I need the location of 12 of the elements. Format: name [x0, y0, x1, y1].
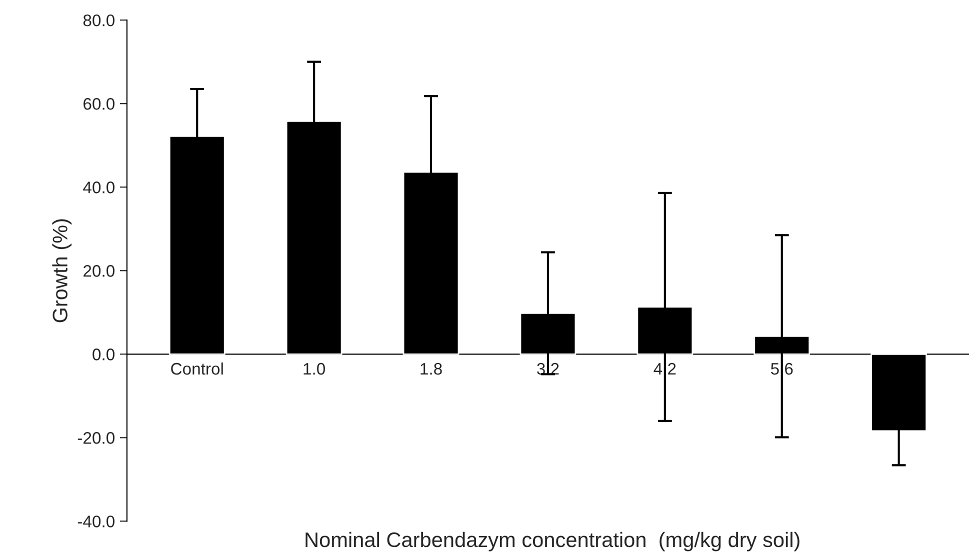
y-tick-label: -20.0: [78, 432, 114, 444]
y-tick-label: 0.0: [92, 348, 114, 360]
x-tick-label: 1.0: [304, 362, 325, 375]
x-tick-label: Control: [171, 362, 223, 375]
y-tick-label: 40.0: [83, 182, 114, 194]
y-tick-label: 60.0: [84, 98, 114, 110]
y-tick-label: -40.0: [78, 516, 114, 528]
y-tick-label: 80.0: [83, 14, 114, 26]
x-tick-label: 1.8: [420, 362, 442, 375]
y-axis-title: Growth (%): [52, 219, 72, 322]
x-axis-title: Nominal Carbendazym concentration (mg/kg dry soil): [306, 532, 800, 552]
y-tick-label: 20.0: [84, 265, 114, 277]
